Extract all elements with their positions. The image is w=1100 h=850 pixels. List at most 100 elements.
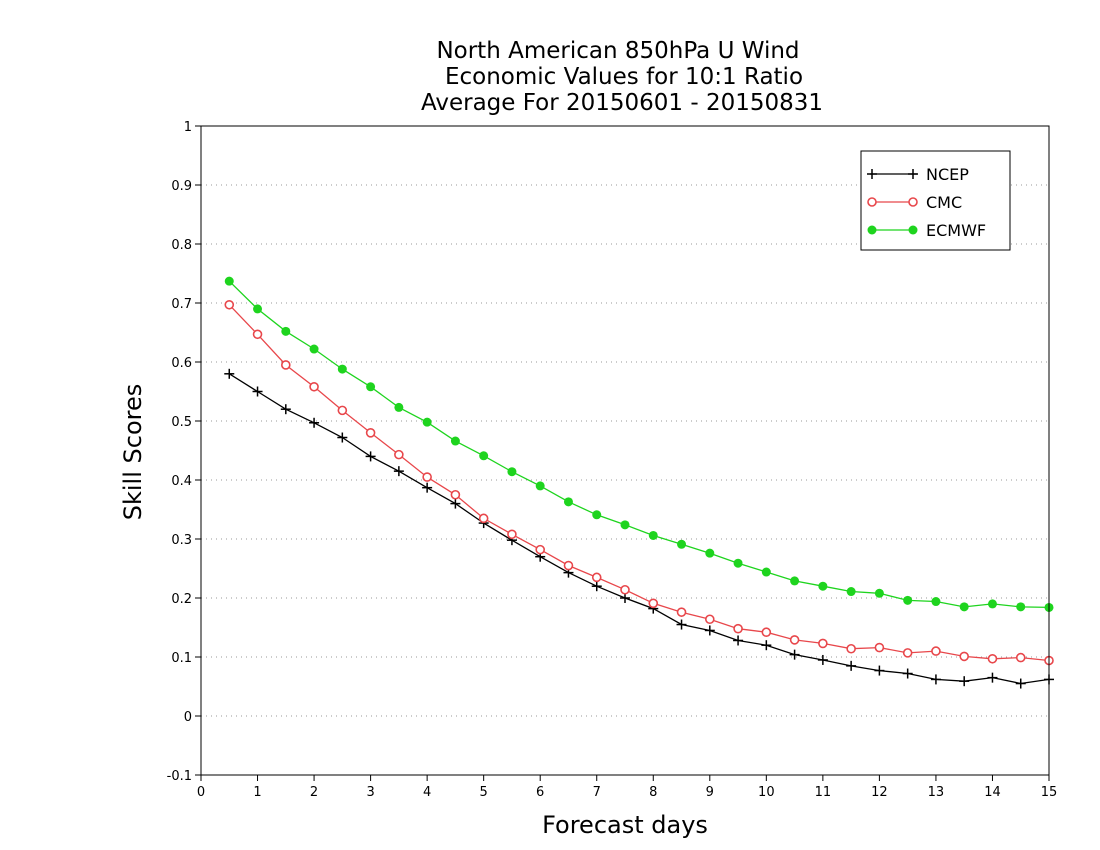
data-point-ecmwf — [959, 602, 969, 612]
data-point-ncep — [874, 665, 885, 676]
data-point-ecmwf — [874, 588, 884, 598]
data-point-cmc — [987, 653, 998, 664]
legend-marker-cmc — [867, 197, 877, 207]
y-tick-label: 1 — [184, 120, 192, 135]
x-tick-label: 2 — [310, 785, 318, 800]
data-point-cmc — [337, 405, 348, 416]
data-point-cmc — [761, 627, 772, 638]
chart-title-line-2: Economic Values for 10:1 Ratio — [445, 64, 803, 90]
data-point-cmc — [620, 584, 630, 595]
y-tick-label: 0.4 — [171, 474, 192, 489]
data-point-ecmwf — [563, 497, 573, 507]
data-point-ecmwf — [535, 481, 545, 491]
series-ncep — [224, 368, 1054, 689]
legend-marker-ecmwf — [908, 225, 918, 235]
data-point-cmc — [874, 642, 885, 653]
x-tick-label: 6 — [536, 785, 544, 800]
legend-item-ncep: NCEP — [867, 165, 969, 184]
y-axis-title: Skill Scores — [119, 384, 147, 521]
data-point-ncep — [761, 640, 772, 651]
y-tick-label: 0.1 — [171, 651, 192, 666]
data-point-ecmwf — [592, 510, 602, 520]
data-point-cmc — [591, 572, 602, 583]
x-tick-label: 10 — [758, 785, 775, 800]
y-tick-label: 0.8 — [171, 238, 192, 253]
data-point-ecmwf — [677, 539, 687, 549]
x-tick-label: 8 — [649, 785, 657, 800]
data-point-ncep — [252, 386, 263, 397]
data-point-cmc — [676, 607, 687, 617]
y-tick-label: 0.6 — [171, 356, 192, 371]
y-tick-label: 0.5 — [171, 415, 192, 430]
data-point-ncep — [733, 635, 744, 646]
legend-item-ecmwf: ECMWF — [867, 221, 986, 240]
x-tick-label: 3 — [366, 785, 374, 800]
data-point-cmc — [365, 427, 376, 438]
x-axis-title: Forecast days — [542, 811, 708, 839]
x-tick-label: 5 — [480, 785, 488, 800]
data-point-ncep — [224, 368, 235, 379]
legend: NCEP CMC ECMWF — [860, 150, 1011, 251]
data-series — [224, 276, 1054, 689]
data-point-cmc — [563, 560, 574, 571]
data-point-cmc — [818, 638, 828, 649]
x-tick-label: 12 — [871, 785, 888, 800]
data-point-ncep — [591, 581, 602, 592]
y-tick-label: 0.7 — [171, 297, 192, 312]
data-point-cmc — [733, 623, 743, 634]
y-tick-label: 0 — [184, 710, 192, 725]
data-point-cmc — [252, 329, 263, 340]
data-point-ecmwf — [620, 520, 630, 530]
data-point-ecmwf — [761, 567, 771, 577]
data-point-ncep — [846, 660, 857, 671]
data-point-ecmwf — [366, 382, 376, 392]
data-point-ecmwf — [479, 451, 489, 461]
data-point-cmc — [902, 648, 913, 658]
data-point-cmc — [535, 544, 546, 555]
data-point-ecmwf — [253, 304, 263, 314]
x-tick-label: 1 — [253, 785, 261, 800]
y-tick-label: 0.3 — [171, 533, 192, 548]
data-point-cmc — [931, 646, 941, 656]
legend-label-cmc: CMC — [926, 193, 962, 212]
data-point-ecmwf — [507, 467, 517, 477]
data-point-cmc — [309, 381, 319, 392]
legend-label-ecmwf: ECMWF — [926, 221, 986, 240]
y-tick-label: -0.1 — [167, 769, 192, 784]
data-point-ncep — [620, 593, 630, 603]
y-axis-ticks: -0.1 0 0.1 0.2 0.3 0.4 0.5 0.6 0.7 0.8 0.9 1 — [167, 120, 201, 784]
series-line-cmc — [228, 304, 1050, 662]
data-point-ncep — [450, 498, 461, 509]
data-point-cmc — [478, 513, 489, 524]
data-point-cmc — [789, 635, 800, 645]
data-point-ecmwf — [648, 530, 658, 540]
data-point-cmc — [959, 651, 970, 662]
data-point-ncep — [365, 451, 376, 462]
legend-marker-ncep — [867, 169, 877, 179]
data-point-ecmwf — [818, 581, 828, 591]
x-tick-label: 0 — [197, 785, 205, 800]
data-point-ncep — [309, 417, 320, 428]
data-point-ncep — [817, 654, 828, 665]
x-tick-label: 11 — [815, 785, 832, 800]
series-cmc — [224, 299, 1054, 666]
data-point-ncep — [987, 672, 998, 683]
data-point-cmc — [394, 449, 404, 460]
data-point-ecmwf — [903, 595, 913, 605]
data-point-ecmwf — [733, 558, 743, 568]
chart-title: North American 850hPa U Wind Economic Va… — [421, 38, 823, 116]
x-axis-ticks: 0 1 2 3 4 5 6 7 8 9 10 11 12 13 14 15 — [197, 775, 1057, 800]
data-point-cmc — [450, 489, 461, 500]
x-tick-label: 13 — [928, 785, 945, 800]
data-point-ecmwf — [337, 364, 347, 374]
x-tick-label: 4 — [423, 785, 431, 800]
data-point-ecmwf — [422, 417, 432, 427]
gridlines — [201, 184, 1049, 717]
chart-title-line-3: Average For 20150601 - 20150831 — [421, 90, 823, 116]
data-point-ncep — [902, 668, 913, 679]
data-point-ncep — [1015, 678, 1026, 689]
x-tick-label: 9 — [706, 785, 714, 800]
x-tick-label: 15 — [1041, 785, 1058, 800]
data-point-cmc — [704, 614, 715, 625]
